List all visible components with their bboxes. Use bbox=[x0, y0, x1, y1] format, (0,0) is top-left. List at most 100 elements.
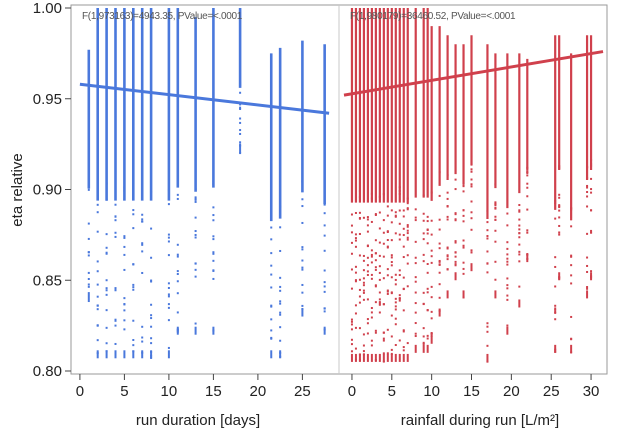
data-point bbox=[438, 296, 441, 299]
data-point bbox=[554, 308, 557, 311]
data-point bbox=[141, 242, 144, 245]
data-point bbox=[586, 191, 589, 194]
data-point bbox=[426, 262, 429, 265]
data-point bbox=[176, 280, 179, 283]
data-point bbox=[378, 311, 381, 314]
data-point bbox=[446, 205, 449, 208]
data-point bbox=[323, 203, 326, 206]
data-point bbox=[426, 287, 429, 290]
data-point bbox=[279, 302, 282, 305]
data-point bbox=[558, 193, 561, 196]
data-point bbox=[586, 264, 589, 267]
data-point bbox=[402, 227, 405, 230]
data-point bbox=[366, 264, 369, 267]
data-point bbox=[554, 265, 557, 268]
data-point bbox=[470, 170, 473, 173]
data-point bbox=[167, 240, 170, 243]
data-point bbox=[402, 245, 405, 248]
data-point bbox=[386, 292, 389, 295]
data-point bbox=[212, 219, 215, 222]
data-point bbox=[454, 255, 457, 258]
data-point bbox=[212, 269, 215, 272]
data-point bbox=[370, 220, 373, 223]
data-point bbox=[374, 266, 377, 269]
data-point bbox=[150, 256, 153, 259]
data-point bbox=[350, 323, 353, 326]
data-point bbox=[301, 246, 304, 249]
data-point bbox=[370, 249, 373, 252]
data-point bbox=[239, 132, 242, 135]
data-point bbox=[422, 327, 425, 330]
data-point bbox=[194, 188, 197, 191]
data-point bbox=[386, 246, 389, 249]
data-point bbox=[554, 304, 557, 307]
data-point bbox=[132, 319, 135, 322]
data-point bbox=[87, 292, 90, 295]
data-point bbox=[378, 271, 381, 274]
data-point bbox=[570, 225, 573, 228]
data-point bbox=[176, 270, 179, 273]
data-point bbox=[354, 245, 357, 248]
data-point bbox=[386, 268, 389, 271]
data-point bbox=[430, 233, 433, 236]
data-point bbox=[350, 328, 353, 331]
data-point bbox=[398, 269, 401, 272]
data-point bbox=[430, 249, 433, 252]
data-point bbox=[362, 289, 365, 292]
data-point bbox=[426, 228, 429, 231]
data-point bbox=[87, 251, 90, 254]
data-point bbox=[87, 271, 90, 274]
data-point bbox=[378, 211, 381, 214]
data-point bbox=[354, 304, 357, 307]
data-point bbox=[486, 221, 489, 224]
data-point bbox=[382, 219, 385, 222]
data-point bbox=[570, 337, 573, 340]
data-point bbox=[378, 302, 381, 305]
x-tick-label: 25 bbox=[294, 383, 311, 400]
data-point bbox=[398, 294, 401, 297]
data-point bbox=[358, 196, 361, 199]
data-point bbox=[462, 190, 465, 193]
data-point bbox=[374, 301, 377, 304]
data-point bbox=[114, 287, 117, 290]
data-point bbox=[518, 236, 521, 239]
data-point bbox=[590, 158, 593, 161]
data-point bbox=[212, 235, 215, 238]
data-point bbox=[398, 339, 401, 342]
data-point bbox=[526, 171, 529, 174]
fit-line bbox=[79, 82, 330, 115]
data-point bbox=[446, 258, 449, 261]
data-point bbox=[414, 280, 417, 283]
data-point bbox=[506, 212, 509, 215]
data-point bbox=[406, 208, 409, 211]
data-point bbox=[350, 231, 353, 234]
data-point bbox=[426, 215, 429, 218]
data-point bbox=[194, 200, 197, 203]
data-point bbox=[366, 245, 369, 248]
data-point bbox=[494, 260, 497, 263]
data-point bbox=[470, 211, 473, 214]
data-point bbox=[358, 217, 361, 220]
data-point bbox=[454, 251, 457, 254]
data-point bbox=[438, 171, 441, 174]
data-point bbox=[414, 276, 417, 279]
data-point bbox=[105, 198, 108, 201]
data-point bbox=[506, 260, 509, 263]
data-point bbox=[370, 344, 373, 347]
data-point bbox=[382, 331, 385, 334]
data-point bbox=[141, 184, 144, 187]
data-point bbox=[270, 286, 273, 289]
data-point bbox=[194, 262, 197, 265]
data-point bbox=[150, 303, 153, 306]
data-point bbox=[414, 322, 417, 325]
data-point bbox=[406, 342, 409, 345]
data-point bbox=[494, 202, 497, 205]
data-point bbox=[386, 205, 389, 208]
data-point bbox=[150, 280, 153, 283]
data-point bbox=[362, 254, 365, 257]
data-point bbox=[279, 285, 282, 288]
data-point bbox=[362, 344, 365, 347]
data-point bbox=[96, 211, 99, 214]
data-point bbox=[406, 238, 409, 241]
data-point bbox=[398, 192, 401, 195]
